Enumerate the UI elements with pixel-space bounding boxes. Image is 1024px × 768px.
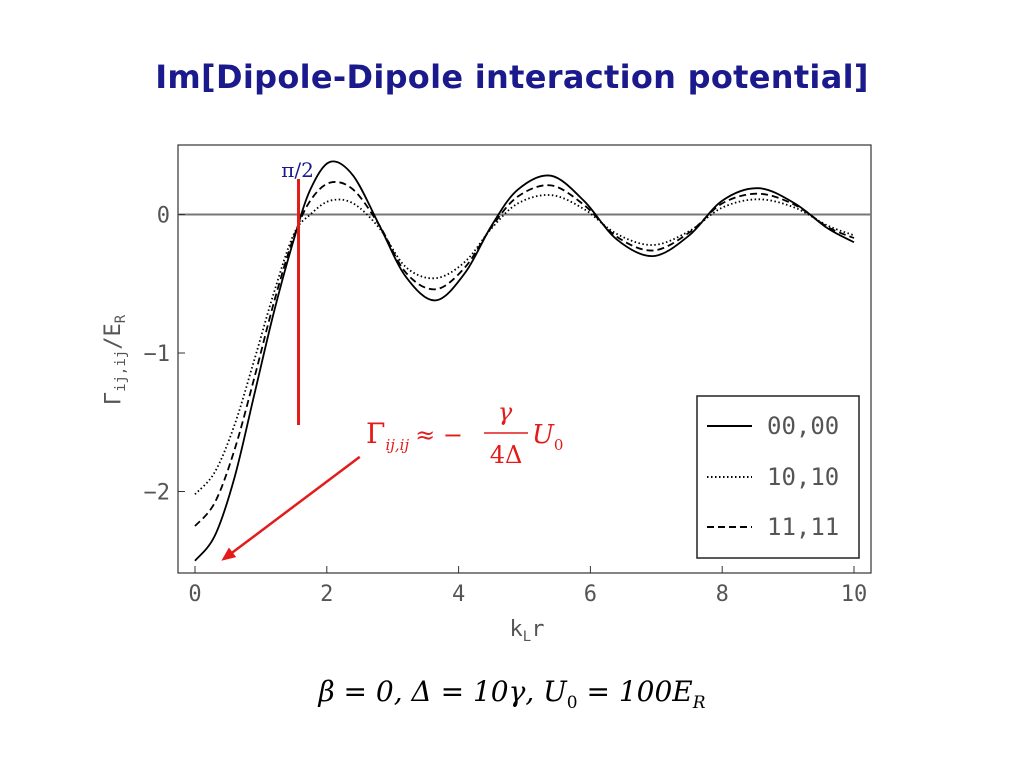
equation-lhs: Γij,ij ≈ −: [366, 417, 463, 454]
series-line-10-10: [194, 194, 855, 495]
x-tick-label: 2: [320, 582, 333, 607]
pi-half-label: π/2: [281, 158, 314, 182]
series-line-11-11: [194, 181, 855, 527]
y-tick-label: 0: [157, 204, 170, 229]
equation-annotation: Γij,ij ≈ − γ 4Δ U0: [366, 398, 563, 469]
legend-label-00-00: 00,00: [767, 412, 839, 440]
arrow-shaft: [228, 455, 361, 556]
x-tick-label: 4: [452, 582, 465, 607]
arrow-head: [221, 547, 237, 561]
series-line-00-00: [194, 160, 855, 562]
x-tick-label: 10: [841, 582, 868, 607]
plot-frame: [177, 144, 872, 574]
x-tick-label: 6: [584, 582, 597, 607]
legend-label-10-10: 10,10: [767, 463, 839, 491]
y-tick-label: −2: [144, 481, 171, 506]
equation-numerator: γ: [498, 398, 513, 426]
parameter-line: β = 0, Δ = 10γ, U0 = 100ER: [317, 675, 705, 713]
x-tick-label: 0: [188, 582, 201, 607]
x-tick-label: 8: [716, 582, 729, 607]
y-axis-label: Γij,ij/ER: [101, 314, 129, 405]
y-tick-label: −1: [144, 342, 171, 367]
equation-rhs: U0: [532, 420, 563, 454]
legend-label-11-11: 11,11: [767, 513, 839, 541]
x-axis-label: kLr: [510, 617, 545, 645]
legend: 00,00 10,10 11,11: [696, 395, 860, 559]
equation-denominator: 4Δ: [490, 441, 523, 469]
slide-title: Im[Dipole-Dipole interaction potential]: [155, 58, 869, 96]
